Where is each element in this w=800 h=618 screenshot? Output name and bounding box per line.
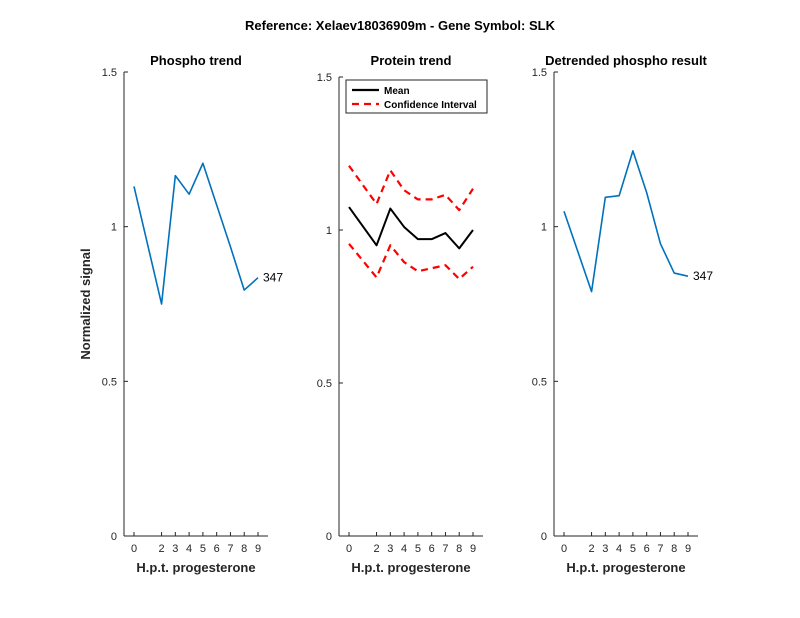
- x-tick-label: 7: [657, 543, 663, 555]
- series-line-1: [348, 206, 474, 250]
- x-tick-label: 5: [200, 543, 206, 555]
- x-tick-label: 3: [602, 543, 608, 555]
- x-tick-label: 8: [241, 543, 247, 555]
- chart-panel-1: 0 0.5 1 1.5 0 2 3 4 5 6 7 8 9 Phospho trend H.p.t. pro…: [78, 53, 283, 575]
- y-tick-label: 0: [111, 531, 117, 543]
- x-axis-label: H.p.t. progesterone: [566, 560, 685, 575]
- x-tick-label: 3: [387, 543, 393, 555]
- x-tick-label: 9: [685, 543, 691, 555]
- y-tick-label: 1: [541, 222, 547, 234]
- y-tick-label: 0.5: [532, 376, 547, 388]
- y-axis-label: Normalized signal: [78, 248, 93, 359]
- x-tick-label: 5: [630, 543, 636, 555]
- x-tick-label: 7: [227, 543, 233, 555]
- legend: Mean Confidence Interval: [345, 79, 488, 114]
- x-tick-label: 0: [561, 543, 567, 555]
- x-tick-label: 0: [346, 543, 352, 555]
- y-tick-label: 0.5: [102, 376, 117, 388]
- series-end-label: 347: [263, 271, 283, 285]
- legend-entry-label: Mean: [384, 86, 410, 97]
- x-tick-label: 4: [616, 543, 622, 555]
- x-tick-label: 9: [255, 543, 261, 555]
- x-tick-label: 2: [588, 543, 594, 555]
- x-tick-label: 5: [415, 543, 421, 555]
- x-tick-label: 9: [470, 543, 476, 555]
- x-axis-label: H.p.t. progesterone: [351, 560, 470, 575]
- legend-box: [345, 79, 488, 114]
- y-tick-label: 0: [541, 531, 547, 543]
- series-end-label: 347: [693, 269, 713, 283]
- chart-panel-3: 0 0.5 1 1.5 0 2 3 4 5 6 7 8 9 Detrended phospho resul…: [532, 53, 714, 575]
- y-tick-label: 1: [326, 225, 332, 237]
- y-tick-label: 1.5: [532, 67, 547, 79]
- x-tick-label: 4: [186, 543, 192, 555]
- series-line-1: [563, 150, 689, 293]
- figure-title: Reference: Xelaev18036909m - Gene Symbol…: [245, 18, 556, 33]
- x-tick-label: 4: [401, 543, 407, 555]
- x-tick-label: 6: [214, 543, 220, 555]
- series-line-3: [348, 243, 474, 281]
- y-tick-label: 0: [326, 531, 332, 543]
- x-tick-label: 3: [172, 543, 178, 555]
- x-tick-label: 7: [442, 543, 448, 555]
- chart-title: Detrended phospho result: [545, 53, 707, 68]
- x-tick-label: 8: [671, 543, 677, 555]
- x-tick-label: 2: [158, 543, 164, 555]
- y-tick-label: 1.5: [317, 72, 332, 84]
- y-tick-label: 0.5: [317, 378, 332, 390]
- chart-title: Protein trend: [371, 53, 452, 68]
- y-tick-label: 1: [111, 222, 117, 234]
- x-tick-label: 6: [429, 543, 435, 555]
- chart-title: Phospho trend: [150, 53, 242, 68]
- x-axis-label: H.p.t. progesterone: [136, 560, 255, 575]
- series-line-2: [348, 165, 474, 212]
- legend-entry-label: Confidence Interval: [384, 100, 477, 111]
- chart-panel-2: 0 0.5 1 1.5 0 2 3 4 5 6 7 8 9 Protein trend H.p.t. pro…: [317, 53, 488, 575]
- series-line-1: [133, 162, 259, 305]
- x-tick-label: 8: [456, 543, 462, 555]
- x-tick-label: 6: [644, 543, 650, 555]
- x-tick-label: 2: [373, 543, 379, 555]
- x-tick-label: 0: [131, 543, 137, 555]
- y-tick-label: 1.5: [102, 67, 117, 79]
